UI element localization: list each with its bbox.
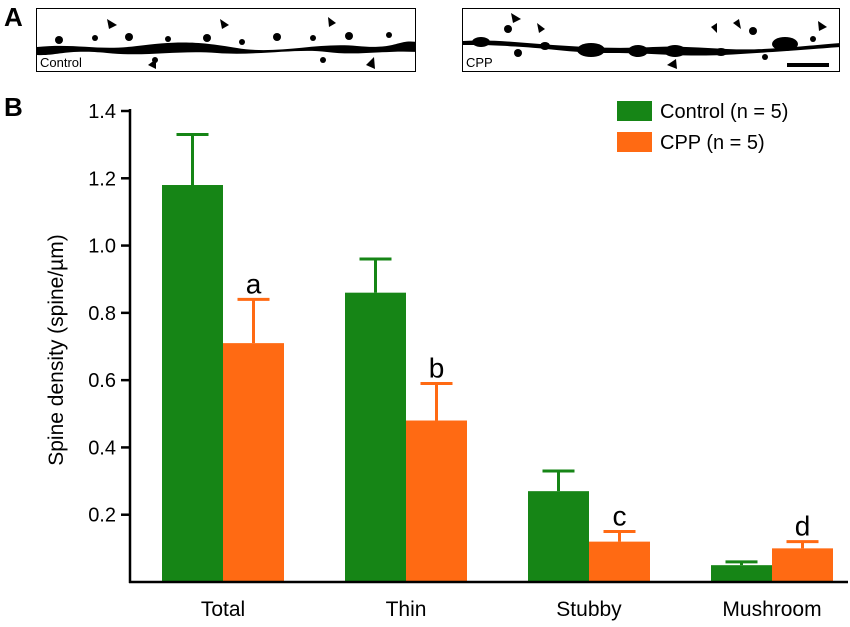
y-tick-label: 0.6: [88, 370, 116, 392]
x-tick-label: Mushroom: [722, 598, 821, 621]
bar-thin-cpp: [406, 420, 467, 582]
x-tick-label: Total: [201, 598, 245, 621]
significance-letter: c: [613, 501, 627, 532]
legend-swatch-control: [617, 101, 652, 121]
bars-layer: a b c d: [162, 133, 833, 582]
y-tick-label: 1.0: [88, 236, 116, 258]
x-tick-label: Thin: [386, 598, 427, 621]
panel-b-letter: B: [4, 92, 23, 122]
y-tick-label: 1.2: [88, 168, 116, 190]
significance-letter: d: [795, 511, 811, 542]
cpp-dendrite-image: [463, 13, 839, 69]
x-tick-label: Stubby: [556, 598, 622, 621]
y-tick-label: 1.4: [88, 101, 116, 123]
significance-letter: b: [429, 353, 445, 384]
y-tick-label: 0.8: [88, 303, 116, 325]
legend: Control (n = 5) CPP (n = 5): [617, 101, 788, 154]
bar-mushroom-control: [711, 565, 772, 582]
cpp-micrograph: CPP: [462, 8, 840, 72]
control-micrograph: Control: [36, 8, 416, 72]
legend-label-control: Control (n = 5): [660, 101, 788, 123]
bar-stubby-control: [528, 491, 589, 582]
bar-total-cpp: [223, 343, 284, 582]
y-tick-label: 0.2: [88, 505, 116, 527]
bar-stubby-cpp: [589, 541, 650, 582]
legend-swatch-cpp: [617, 132, 652, 152]
bar-mushroom-cpp: [772, 548, 833, 582]
axes-layer: Total Thin Stubby Mushroom 0.2 0.4 0.6 0.8 1.0 1.…: [88, 101, 848, 621]
bar-total-control: [162, 185, 223, 582]
legend-label-cpp: CPP (n = 5): [660, 132, 765, 154]
y-tick-label: 0.4: [88, 437, 116, 459]
y-axis-label: Spine density (spine/µm): [45, 234, 68, 466]
bar-thin-control: [345, 292, 406, 582]
control-dendrite-image: [37, 17, 415, 69]
control-image-label: Control: [40, 55, 82, 70]
cpp-image-label: CPP: [466, 55, 493, 70]
significance-letter: a: [246, 268, 262, 299]
panel-a-letter: A: [4, 2, 23, 32]
